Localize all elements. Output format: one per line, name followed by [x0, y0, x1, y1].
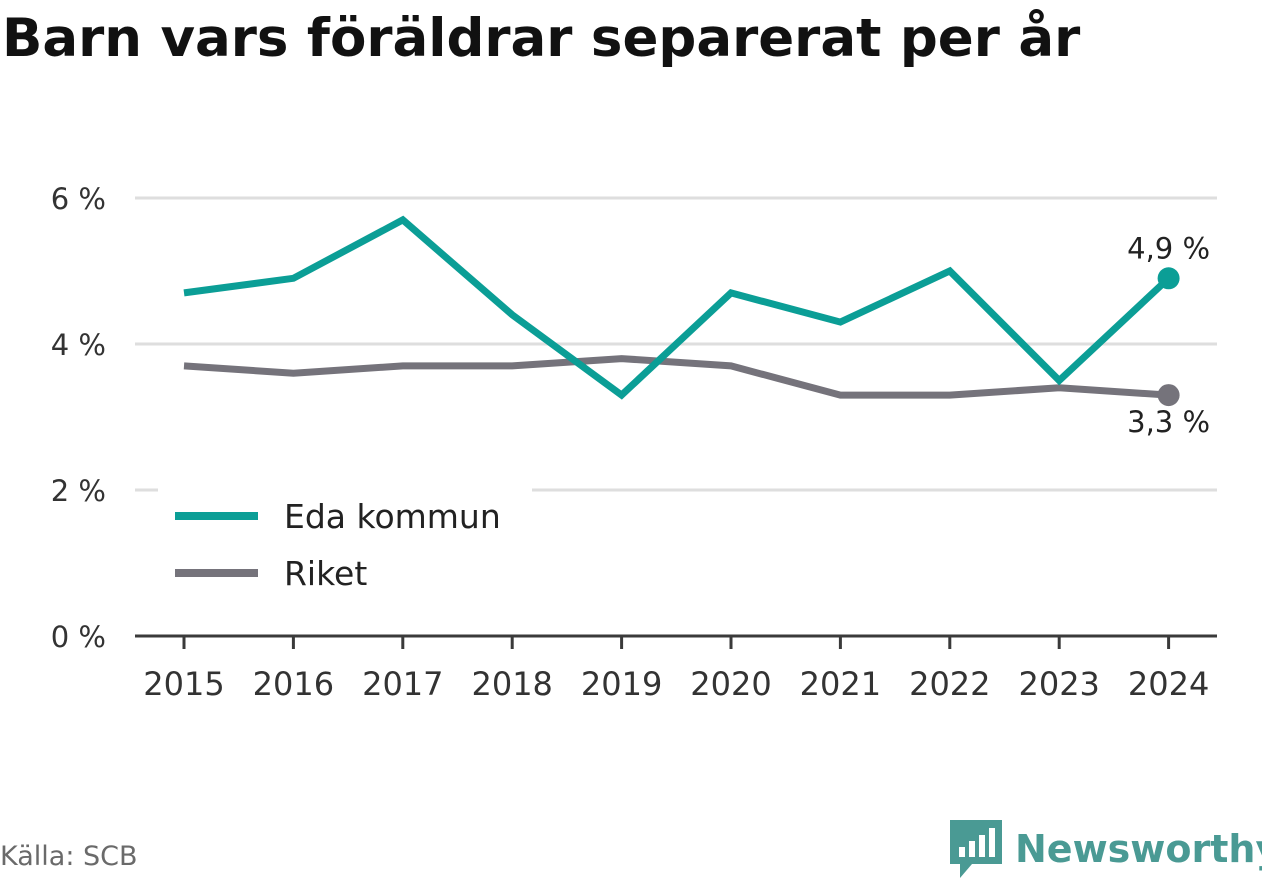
- x-tick-label: 2023: [1018, 665, 1099, 703]
- series-endpoint-eda-kommun: [1157, 267, 1180, 290]
- series-line-eda-kommun: [183, 215, 1171, 400]
- line-chart: 0 % 2 % 4 % 6 % 2015 2016 2017 2018 2019 2020 2021…: [51, 182, 1217, 703]
- y-tick-label: 6 %: [51, 182, 106, 216]
- source-note: Källa: SCB: [0, 841, 138, 872]
- series-line-riket: [183, 355, 1169, 399]
- x-tick-label: 2017: [362, 665, 443, 703]
- legend-label-eda-kommun: Eda kommun: [284, 497, 501, 536]
- brand-logo: Newsworthy: [950, 818, 1262, 880]
- legend-background: [158, 482, 532, 612]
- x-tick-label: 2022: [909, 665, 990, 703]
- y-tick-label: 0 %: [51, 620, 106, 654]
- chart-title: Barn vars föräldrar separerat per år: [2, 8, 1081, 69]
- data-label-eda-kommun: 4,9 %: [1127, 231, 1210, 265]
- x-tick-label: 2020: [690, 665, 771, 703]
- y-tick-label: 2 %: [51, 474, 106, 508]
- x-tick-label: 2024: [1128, 665, 1209, 703]
- brand-name: Newsworthy: [1015, 827, 1262, 871]
- x-tick-label: 2015: [143, 665, 224, 703]
- newsworthy-bar-chart-icon: [950, 820, 1002, 878]
- x-tick-label: 2019: [581, 665, 662, 703]
- x-tick-label: 2021: [800, 665, 881, 703]
- legend-label-riket: Riket: [284, 554, 367, 593]
- x-tick-label: 2018: [471, 665, 552, 703]
- data-label-riket: 3,3 %: [1127, 405, 1210, 439]
- y-tick-label: 4 %: [51, 328, 106, 362]
- x-tick-label: 2016: [253, 665, 334, 703]
- series-endpoint-riket: [1157, 384, 1180, 407]
